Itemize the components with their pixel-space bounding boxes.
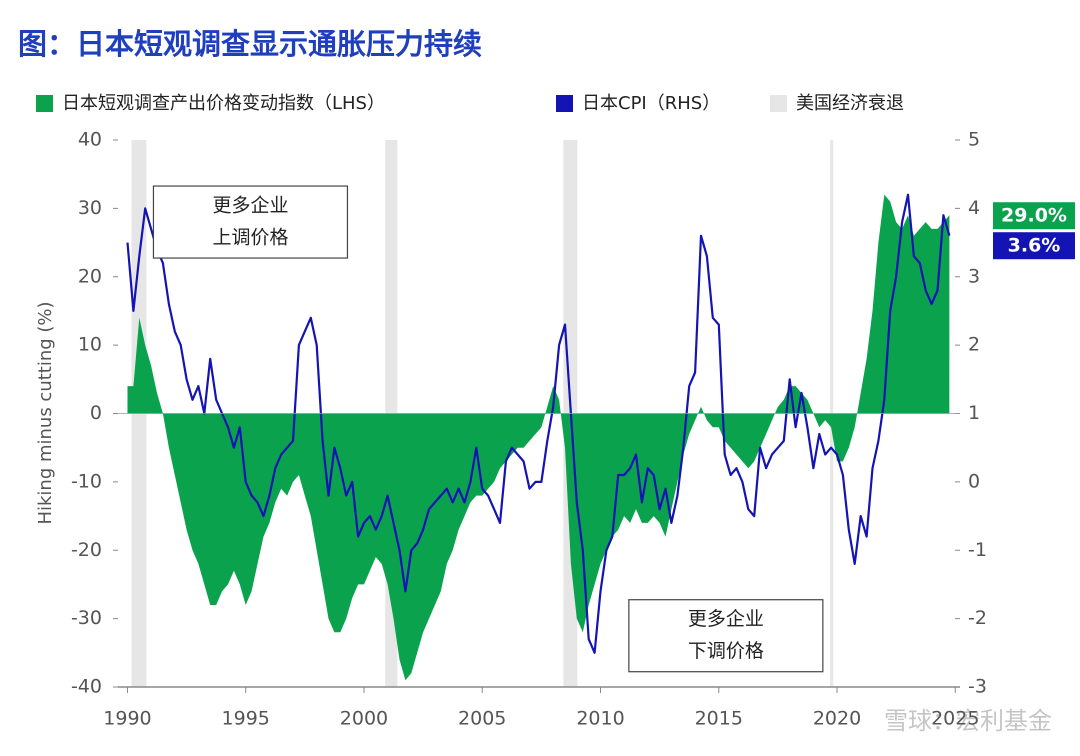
x-tick-label: 2015 xyxy=(695,708,743,730)
y2-tick-label: 0 xyxy=(968,470,980,492)
area xyxy=(127,194,950,681)
y2-tick-label: 5 xyxy=(968,129,980,151)
y2-tick-label: 2 xyxy=(968,334,980,356)
legend-swatch xyxy=(770,95,787,112)
end-label-box xyxy=(993,202,1075,230)
legend-swatch xyxy=(556,95,573,112)
end-label: 3.6% xyxy=(1008,235,1061,257)
x-tick-label: 2020 xyxy=(813,708,861,730)
y-tick-label: -40 xyxy=(71,676,102,698)
y2-tick-label: -2 xyxy=(968,607,987,629)
x-tick-label: 2025 xyxy=(931,708,979,730)
x-tick-label: 1990 xyxy=(103,708,151,730)
y-tick-label: -30 xyxy=(71,607,102,629)
chart-title: 图：日本短观调查显示通胀压力持续 xyxy=(18,27,482,61)
annotation-box xyxy=(628,599,824,673)
y-tick-label: -10 xyxy=(71,470,102,492)
annotation-text: 更多企业 xyxy=(688,608,764,630)
y-tick-label: 0 xyxy=(90,402,102,424)
y2-tick-label: 4 xyxy=(968,197,980,219)
annotation-box xyxy=(152,185,349,259)
legend-label: 日本短观调查产出价格变动指数（LHS） xyxy=(62,93,385,114)
watermark: 雪球：宏利基金 xyxy=(884,707,1052,735)
legend-label: 日本CPI（RHS） xyxy=(582,93,720,114)
line xyxy=(126,193,951,654)
y2-tick-label: 3 xyxy=(968,265,980,287)
x-tick-label: 2000 xyxy=(340,708,388,730)
x-tick-label: 2010 xyxy=(576,708,624,730)
x-tick-label: 2005 xyxy=(458,708,506,730)
y2-tick-label: -1 xyxy=(968,539,987,561)
y2-tick-label: 1 xyxy=(968,402,980,424)
annotation-text: 下调价格 xyxy=(688,640,764,662)
legend-label: 美国经济衰退 xyxy=(796,93,904,114)
annotation-text: 上调价格 xyxy=(212,227,288,249)
y-tick-label: 10 xyxy=(78,334,102,356)
legend-swatch xyxy=(36,95,53,112)
y-tick-label: 30 xyxy=(78,197,102,219)
y-tick-label: 40 xyxy=(78,129,102,151)
y2-tick-label: -3 xyxy=(968,676,987,698)
x-tick-label: 1995 xyxy=(222,708,270,730)
y-tick-label: 20 xyxy=(78,265,102,287)
y-axis-label: Hiking minus cutting (%) xyxy=(35,301,56,524)
annotation-text: 更多企业 xyxy=(212,195,288,217)
end-label: 29.0% xyxy=(1001,205,1067,227)
end-label-box xyxy=(993,232,1075,260)
y-tick-label: -20 xyxy=(71,539,102,561)
